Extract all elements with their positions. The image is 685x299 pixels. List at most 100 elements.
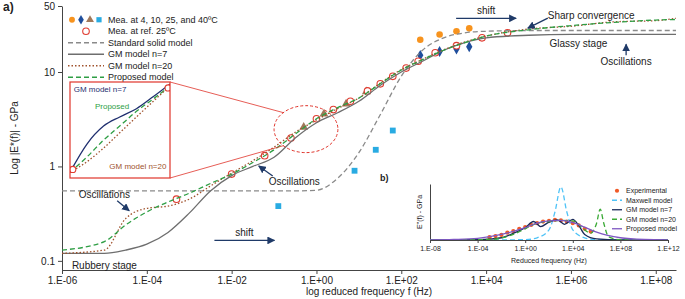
arrow: [528, 18, 548, 28]
annotation: Oscillations: [601, 56, 652, 67]
annotation: Proposed: [95, 102, 129, 111]
x-axis-title: log reduced frequency f (Hz): [306, 286, 432, 297]
marker: [417, 36, 424, 43]
tick-mark: [232, 270, 233, 274]
legend-line: [68, 54, 104, 55]
annotation: shift: [235, 227, 254, 238]
tick: 50: [44, 1, 62, 12]
axis-line: [63, 270, 677, 271]
axis-line: [431, 240, 669, 241]
legend-line: [68, 42, 104, 43]
axis-line: [430, 185, 431, 241]
tick: 1.E+00: [301, 270, 333, 286]
legend: ExperimentalMaxwell modelGM model n=7GM …: [612, 187, 677, 233]
tick-label: 1.E+02: [386, 275, 418, 286]
tick-label: 1.E+08: [610, 245, 632, 252]
tick-label: 1.E+04: [471, 275, 503, 286]
legend-label: Experimental: [626, 187, 667, 195]
tick-mark: [58, 261, 62, 262]
y-axis-title: Log |E*(f)| - GPa: [9, 101, 20, 175]
annotation: Glassy stage: [550, 38, 608, 49]
tick-mark: [58, 166, 62, 167]
tick-label: 1.E-02: [217, 275, 247, 286]
zoom-connector: [170, 146, 284, 178]
panel-title: a): [3, 0, 14, 14]
tick-mark: [62, 270, 63, 274]
tick-mark: [525, 240, 526, 243]
tick-label: 1: [49, 161, 55, 172]
marker: [320, 109, 329, 117]
y-axis: 0.111050: [41, 1, 62, 271]
arrow: [625, 44, 626, 55]
tick-mark: [620, 240, 621, 243]
legend-label: Proposed model: [626, 225, 677, 233]
marker: [466, 41, 472, 52]
marker: [96, 17, 101, 22]
tick: 1.E-04: [133, 270, 163, 286]
tick-mark: [401, 270, 402, 274]
legend-label: Maxwell model: [626, 197, 673, 204]
tick-label: 1.E-04: [133, 275, 163, 286]
marker: [275, 203, 281, 209]
tick: 1.E-04: [468, 240, 489, 252]
annotation: GM model n=7: [74, 85, 127, 94]
marker: [70, 166, 76, 172]
tick-mark: [668, 240, 669, 243]
y-axis-title: E''(f) - GPa: [416, 195, 424, 229]
marker: [83, 28, 90, 35]
legend-line: [612, 200, 622, 201]
tick-label: 1.E+04: [562, 245, 584, 252]
marker: [78, 15, 84, 25]
x-axis: 1.E-06 1.E-04 1.E-02 1.E+00 1.E+02 1.E+04 1.E+…: [48, 270, 677, 286]
tick: 1.E+00: [515, 240, 537, 252]
legend: Mea. at 4, 10, 25, and 40ºCMea. at ref. …: [68, 15, 218, 83]
tick: 1.E+02: [386, 270, 418, 286]
arrow: [117, 201, 129, 211]
arrow: [456, 18, 516, 19]
tick: 1.E-02: [217, 270, 247, 286]
tick: 1.E+06: [555, 270, 587, 286]
tick-mark: [571, 270, 572, 274]
legend-line: [612, 228, 622, 229]
axis-line: [62, 7, 63, 271]
annotation: Oscillations: [269, 176, 320, 187]
tick-label: 1.E-08: [420, 245, 441, 252]
arrow: [214, 240, 274, 241]
tick: 1.E-08: [420, 240, 441, 252]
line: [70, 86, 170, 172]
panel: GM model n=7 Proposed GM model n=20: [70, 82, 172, 178]
tick: 1.E-06: [48, 270, 78, 286]
tick-label: 1.E+08: [640, 275, 672, 286]
tick: 1: [49, 161, 62, 172]
tick-mark: [486, 270, 487, 274]
plot-area: [70, 84, 170, 173]
tick-label: 50: [44, 1, 56, 12]
tick: 1.E+08: [640, 270, 672, 286]
marker: [466, 25, 473, 32]
tick-label: 1.E-04: [468, 245, 489, 252]
tick: 1.E+04: [562, 240, 584, 252]
marker: [165, 85, 170, 91]
legend-label: GM model n=7: [108, 49, 167, 59]
tick: 10: [44, 67, 62, 78]
line: [70, 86, 170, 172]
legend-label: GM model n=7: [626, 206, 672, 213]
legend-label: GM model n=20: [108, 61, 172, 71]
legend-label: Mea. at ref. 25ºC: [108, 26, 176, 36]
line: [70, 84, 170, 172]
tick: 1.E+08: [610, 240, 632, 252]
marker: [86, 15, 94, 22]
arrow: [259, 166, 273, 176]
legend-label: Proposed model: [108, 72, 174, 82]
panel-background: [70, 82, 170, 178]
annotation: Rubbery stage: [72, 260, 137, 271]
annotation: Sharp convergence: [548, 10, 635, 21]
zoom-frame: [70, 82, 170, 178]
marker: [436, 31, 443, 38]
tick-label: 1.E-06: [48, 275, 78, 286]
annotation: GM model n=20: [109, 162, 167, 171]
y-axis: [430, 185, 431, 241]
annotation: shift: [477, 5, 496, 16]
panel: 1.E-081.E-041.E+001.E+041.E+081.E+12Redu…: [376, 171, 684, 268]
legend-line: [68, 65, 104, 66]
